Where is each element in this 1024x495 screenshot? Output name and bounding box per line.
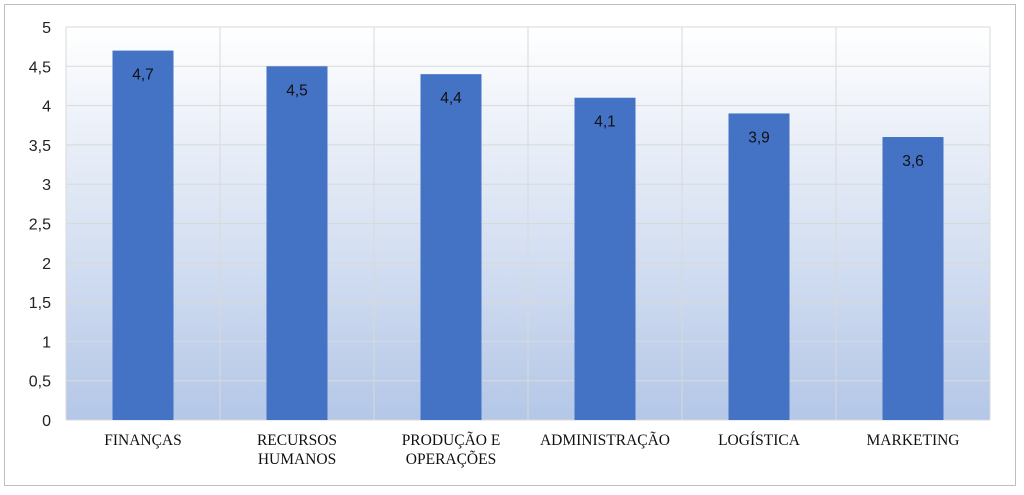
- y-tick-label: 5: [42, 20, 51, 37]
- y-tick-label: 3: [42, 177, 51, 194]
- bar: [266, 66, 328, 421]
- data-label: 3,6: [902, 153, 924, 170]
- y-tick-label: 3,5: [29, 138, 51, 155]
- x-axis: FINANÇAS RECURSOS HUMANOS PRODUÇÃO E OPERAÇÕ…: [104, 432, 959, 468]
- x-tick-label: FINANÇAS: [104, 432, 182, 449]
- bar: [420, 74, 482, 420]
- x-tick-label: LOGÍSTICA: [718, 432, 801, 449]
- y-tick-label: 1: [42, 334, 51, 351]
- x-tick-label: PRODUÇÃO E: [402, 432, 501, 449]
- data-labels: 4,7 4,5 4,4 4,1 3,9 3,6: [132, 67, 924, 170]
- data-label: 4,7: [132, 67, 154, 84]
- bar: [112, 50, 174, 421]
- x-tick-label: HUMANOS: [258, 451, 336, 468]
- x-tick-label: OPERAÇÕES: [406, 451, 496, 468]
- y-tick-label: 4,5: [29, 59, 51, 76]
- bars: [112, 50, 944, 421]
- y-axis: 0 0,5 1 1,5 2 2,5 3 3,5 4 4,5 5: [29, 20, 51, 430]
- y-tick-label: 1,5: [29, 295, 51, 312]
- data-label: 4,5: [286, 82, 308, 99]
- y-tick-label: 0,5: [29, 374, 51, 391]
- y-tick-label: 2: [42, 256, 51, 273]
- data-label: 4,4: [440, 90, 462, 107]
- y-tick-label: 0: [42, 413, 51, 430]
- y-tick-label: 4: [42, 99, 51, 116]
- bar: [574, 97, 636, 421]
- data-label: 3,9: [748, 129, 770, 146]
- data-label: 4,1: [594, 114, 616, 131]
- bar: [882, 137, 944, 421]
- bar: [728, 113, 790, 421]
- x-tick-label: MARKETING: [867, 432, 960, 449]
- x-tick-label: ADMINISTRAÇÃO: [540, 432, 670, 449]
- y-tick-label: 2,5: [29, 217, 51, 234]
- x-tick-label: RECURSOS: [257, 432, 337, 449]
- gridlines: [65, 26, 991, 421]
